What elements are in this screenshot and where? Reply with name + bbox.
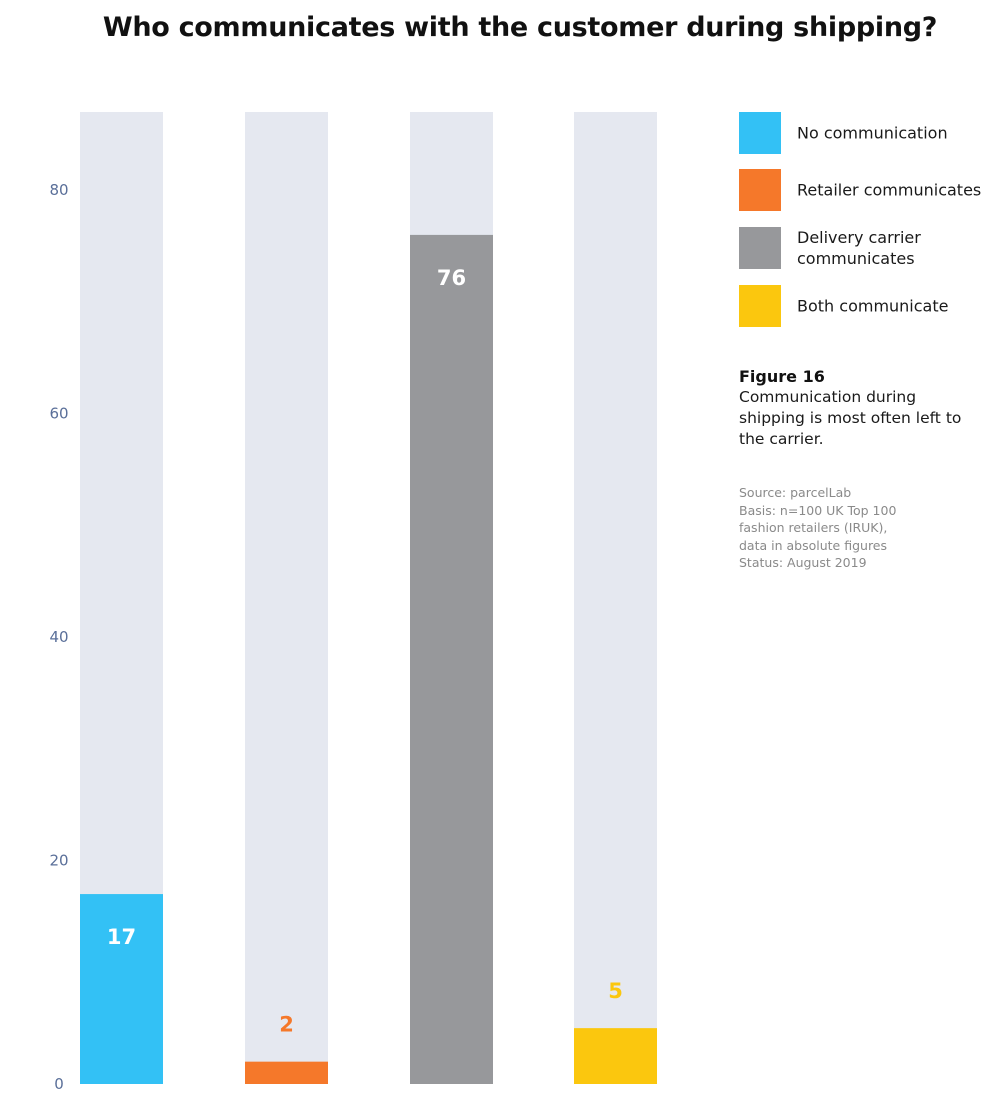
bar-retailer-communicates <box>245 1061 328 1084</box>
bar-no-communication <box>80 894 163 1084</box>
figure-number: Figure 16 <box>739 367 825 386</box>
legend-label: No communication <box>797 123 948 143</box>
data-label-retailer-communicates: 2 <box>279 1013 294 1037</box>
y-tick-label: 60 <box>49 405 68 423</box>
basis-line: Basis: n=100 UK Top 100 <box>739 502 897 518</box>
legend-swatch <box>739 112 781 154</box>
legend-item-retailer: Retailer communicates <box>739 169 989 211</box>
figure-description: Communication during shipping is most of… <box>739 388 962 448</box>
y-tick-label: 40 <box>49 628 68 646</box>
legend-item-both: Both communicate <box>739 285 989 327</box>
legend-item-no-communication: No communication <box>739 112 989 154</box>
background-bar-retailer-communicates <box>245 112 328 1084</box>
y-axis-ticks: 0 20 40 60 80 <box>49 181 68 1093</box>
background-bar-both-communicate <box>574 112 657 1084</box>
y-tick-label: 20 <box>49 852 68 870</box>
legend-label: Retailer communicates <box>797 180 982 200</box>
bar-delivery-carrier-communicates <box>410 234 493 1084</box>
chart-title: Who communicates with the customer durin… <box>102 12 938 43</box>
data-label-delivery-carrier-communicates: 76 <box>437 266 466 290</box>
bar-both-communicate <box>574 1028 657 1084</box>
basis-line: data in absolute figures <box>739 537 888 553</box>
legend-item-delivery-carrier: Delivery carrier communicates <box>739 227 989 269</box>
figure-caption: Figure 16 Communication during shipping … <box>739 366 979 450</box>
status-line: Status: August 2019 <box>739 555 867 570</box>
bar-chart: 0 20 40 60 80 17 2 76 5 <box>49 112 657 1093</box>
legend-swatch <box>739 169 781 211</box>
background-bars <box>80 112 657 1084</box>
legend-swatch <box>739 285 781 327</box>
value-bars <box>80 234 657 1084</box>
y-tick-label: 0 <box>54 1075 64 1093</box>
data-labels: 17 2 76 5 <box>107 266 623 1037</box>
data-label-both-communicate: 5 <box>608 979 623 1003</box>
legend-label: Both communicate <box>797 296 949 316</box>
legend-label: Delivery carrier communicates <box>797 228 921 268</box>
y-tick-label: 80 <box>49 181 68 199</box>
source-line: Source: parcelLab <box>739 485 852 500</box>
data-label-no-communication: 17 <box>107 925 136 949</box>
source-note: Source: parcelLab Basis: n=100 UK Top 10… <box>739 484 979 572</box>
basis-line: fashion retailers (IRUK), <box>739 520 888 535</box>
legend-swatch <box>739 227 781 269</box>
